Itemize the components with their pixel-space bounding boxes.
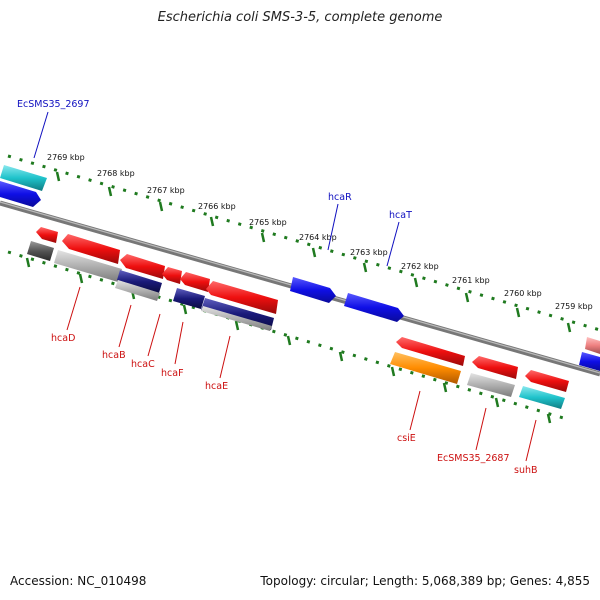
gene-feature-hcaB-navy[interactable] — [117, 270, 162, 293]
ruler-label: 2762 kbp — [401, 262, 439, 271]
inner-ruler-track — [7, 250, 571, 422]
gene-label-hcaR[interactable]: hcaR — [328, 192, 352, 203]
gene-label-hcaD[interactable]: hcaD — [51, 333, 75, 344]
reverse-features — [27, 227, 569, 409]
accession-text: Accession: NC_010498 — [10, 574, 147, 588]
gene-feature-dark-gray[interactable] — [27, 241, 54, 261]
gene-feature-hcaF[interactable] — [180, 272, 210, 292]
gene-feature-hcaT[interactable] — [344, 293, 404, 322]
gene-label-hcaE[interactable]: hcaE — [205, 381, 228, 392]
gene-feature-hcaD[interactable] — [62, 234, 120, 264]
gene-feature-EcSMS35_2687-gray[interactable] — [467, 373, 515, 397]
forward-features — [0, 165, 600, 371]
gene-feature-pink-right[interactable] — [585, 337, 600, 354]
gene-label-EcSMS35_2687[interactable]: EcSMS35_2687 — [437, 453, 510, 464]
ruler-labels: 2769 kbp 2768 kbp 2767 kbp 2766 kbp 2765… — [47, 153, 593, 311]
gene-labels: EcSMS35_2697 hcaR hcaT hcaD hcaB hcaC hc… — [17, 99, 538, 476]
ruler-label: 2763 kbp — [350, 248, 388, 257]
gene-feature-hcaE[interactable] — [206, 281, 278, 314]
map-title: Escherichia coli SMS-3-5, complete genom… — [157, 10, 443, 25]
ruler-label: 2761 kbp — [452, 276, 490, 285]
gene-feature-EcSMS35_2687[interactable] — [472, 356, 518, 379]
gene-label-hcaC[interactable]: hcaC — [131, 359, 155, 370]
gene-label-csiE[interactable]: csiE — [397, 433, 416, 444]
ruler-label: 2769 kbp — [47, 153, 85, 162]
ruler-label: 2759 kbp — [555, 302, 593, 311]
gene-label-hcaT[interactable]: hcaT — [389, 210, 412, 221]
gene-label-EcSMS35_2697[interactable]: EcSMS35_2697 — [17, 99, 90, 110]
gene-label-suhB[interactable]: suhB — [514, 465, 538, 476]
gene-feature-suhB[interactable] — [525, 370, 569, 392]
gene-feature-suhB-cyan[interactable] — [519, 386, 565, 409]
ruler-label: 2764 kbp — [299, 233, 337, 242]
ruler-label: 2767 kbp — [147, 186, 185, 195]
gene-label-hcaB[interactable]: hcaB — [102, 350, 126, 361]
gene-feature-hcaC[interactable] — [162, 267, 182, 284]
ruler-label: 2768 kbp — [97, 169, 135, 178]
gene-feature-blue-right[interactable] — [579, 352, 600, 371]
gene-feature-hcaB[interactable] — [120, 254, 165, 279]
ruler-label: 2760 kbp — [504, 289, 542, 298]
gene-feature-hcaD-gray[interactable] — [54, 250, 122, 282]
gene-feature-EcSMS35_2697[interactable] — [0, 165, 47, 191]
genome-summary-text: Topology: circular; Length: 5,068,389 bp… — [260, 574, 590, 588]
outer-ruler-ticks — [55, 171, 572, 333]
gene-feature-hcaR[interactable] — [290, 277, 336, 303]
gene-feature-blue-left[interactable] — [0, 181, 41, 207]
gene-feature-small-red[interactable] — [36, 227, 58, 243]
ruler-label: 2766 kbp — [198, 202, 236, 211]
gene-feature-hcaB-gray[interactable] — [115, 280, 160, 301]
gene-label-hcaF[interactable]: hcaF — [161, 368, 184, 379]
gene-feature-hcaF-navy[interactable] — [173, 288, 205, 309]
gene-feature-csiE-orange[interactable] — [390, 352, 461, 384]
label-leaders — [33, 111, 537, 462]
gene-feature-csiE[interactable] — [396, 337, 465, 366]
ruler-label: 2765 kbp — [249, 218, 287, 227]
gene-feature-hcaE-gray[interactable] — [201, 306, 272, 331]
inner-ruler-ticks — [25, 257, 552, 424]
